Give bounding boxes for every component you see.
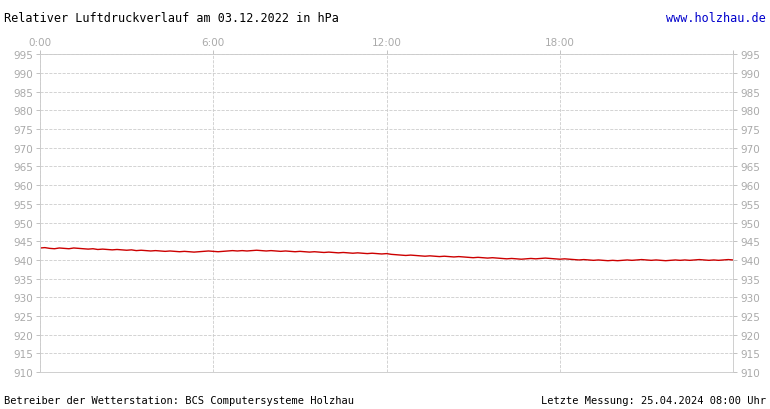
Text: Relativer Luftdruckverlauf am 03.12.2022 in hPa: Relativer Luftdruckverlauf am 03.12.2022… [4,12,339,25]
Text: Letzte Messung: 25.04.2024 08:00 Uhr: Letzte Messung: 25.04.2024 08:00 Uhr [541,395,766,405]
Text: Betreiber der Wetterstation: BCS Computersysteme Holzhau: Betreiber der Wetterstation: BCS Compute… [4,395,354,405]
Text: www.holzhau.de: www.holzhau.de [666,12,766,25]
